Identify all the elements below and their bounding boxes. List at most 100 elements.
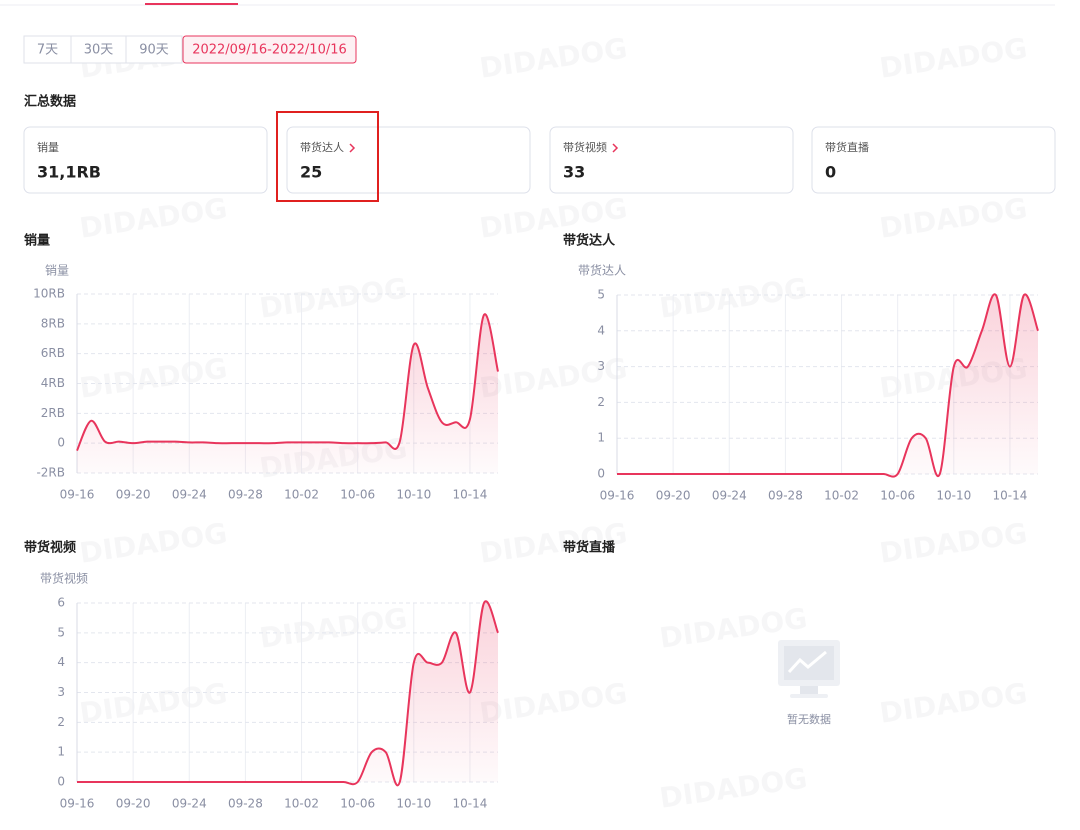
y-tick-label: 8RB: [41, 316, 65, 330]
panel-title: 带货直播: [563, 540, 616, 556]
chevron-icon[interactable]: [349, 143, 356, 153]
chart-title: 销量: [24, 233, 50, 249]
x-tick-label: 09-20: [116, 797, 151, 811]
filter-button[interactable]: [23, 35, 72, 64]
x-tick-label: 10-06: [880, 489, 915, 503]
card-label: 带货直播: [825, 140, 869, 154]
filter-label[interactable]: 7天: [37, 43, 58, 58]
y-tick-label: 5: [57, 625, 65, 639]
x-tick-label: 10-02: [284, 488, 319, 502]
watermark: DIDADOG: [877, 191, 1029, 244]
y-axis-title: 带货视频: [40, 571, 88, 586]
line-series: [617, 293, 1039, 478]
x-tick-label: 10-10: [396, 797, 431, 811]
watermark: DIDADOG: [657, 271, 809, 324]
x-tick-label: 09-28: [768, 489, 803, 503]
x-tick-label: 10-02: [284, 797, 319, 811]
y-tick-label: 1: [57, 745, 65, 759]
filter-label[interactable]: 30天: [84, 43, 114, 58]
y-tick-label: 4: [57, 655, 65, 669]
summary-card: [811, 126, 1056, 194]
card-value: 25: [300, 163, 322, 182]
line-series: [76, 313, 499, 452]
line-area: [77, 314, 498, 473]
watermark: DIDADOG: [477, 31, 629, 84]
card-label: 带货视频: [563, 140, 607, 154]
y-tick-label: 3: [57, 685, 65, 699]
y-axis-title: 带货达人: [578, 263, 626, 278]
filter-button[interactable]: [70, 35, 127, 64]
filter-button[interactable]: [182, 35, 357, 64]
watermark: DIDADOG: [477, 676, 629, 729]
summary-cards: 销量 31,1RB 带货达人 25 带货视频 33 带货直播 0: [23, 126, 1056, 194]
y-tick-label: 5: [597, 288, 605, 302]
chevron-icon[interactable]: [612, 143, 619, 153]
watermark: DIDADOG: [657, 761, 809, 814]
x-tick-label: 10-14: [452, 797, 487, 811]
empty-icon: [778, 640, 840, 698]
y-tick-label: -2RB: [36, 466, 65, 480]
watermark: DIDADOG: [77, 516, 229, 569]
filter-label[interactable]: 90天: [139, 43, 169, 58]
watermark: DIDADOG: [877, 31, 1029, 84]
line-area: [77, 601, 498, 786]
summary-card: [23, 126, 268, 194]
x-tick-label: 09-28: [228, 488, 263, 502]
card-value: 31,1RB: [37, 163, 101, 182]
x-tick-label: 09-24: [172, 797, 207, 811]
summary-card: [286, 126, 531, 194]
y-tick-label: 6RB: [41, 346, 65, 360]
x-tick-label: 09-16: [60, 488, 95, 502]
y-tick-label: 2RB: [41, 406, 65, 420]
x-tick-label: 10-10: [396, 488, 431, 502]
y-tick-label: 0: [57, 436, 65, 450]
y-tick-label: 4RB: [41, 376, 65, 390]
y-tick-label: 0: [57, 775, 65, 789]
x-tick-label: 10-14: [452, 488, 487, 502]
x-tick-label: 10-10: [936, 489, 971, 503]
x-tick-label: 09-16: [600, 489, 635, 503]
card-value: 33: [563, 163, 585, 182]
y-tick-label: 2: [57, 715, 65, 729]
x-tick-label: 09-28: [228, 797, 263, 811]
filter-label[interactable]: 2022/09/16-2022/10/16: [192, 43, 347, 58]
empty-message: 暂无数据: [787, 712, 831, 726]
y-tick-label: 4: [597, 323, 605, 337]
x-tick-label: 09-20: [656, 489, 691, 503]
y-tick-label: 3: [597, 359, 605, 373]
y-tick-label: 1: [597, 431, 605, 445]
watermark: DIDADOG: [257, 271, 409, 324]
x-tick-label: 10-06: [340, 797, 375, 811]
x-tick-label: 09-16: [60, 797, 95, 811]
x-tick-label: 10-06: [340, 488, 375, 502]
chart-title: 带货视频: [24, 540, 76, 556]
x-tick-label: 09-24: [712, 489, 747, 503]
chart-title: 带货达人: [563, 233, 616, 249]
line-series: [77, 600, 499, 787]
x-tick-label: 09-24: [172, 488, 207, 502]
watermark: DIDADOG: [877, 516, 1029, 569]
card-label: 带货达人: [300, 140, 344, 154]
y-tick-label: 6: [57, 596, 65, 610]
highlight-box: [276, 111, 379, 202]
card-value: 0: [825, 163, 836, 182]
watermark: DIDADOG: [77, 191, 229, 244]
section-title: 汇总数据: [24, 94, 76, 110]
summary-card: [549, 126, 794, 194]
watermark: DIDADOG: [77, 351, 229, 404]
y-axis-title: 销量: [45, 264, 69, 278]
watermark: DIDADOG: [477, 351, 629, 404]
y-tick-label: 10RB: [33, 287, 65, 301]
watermark: DIDADOG: [877, 676, 1029, 729]
x-tick-label: 09-20: [116, 488, 151, 502]
filter-button[interactable]: [125, 35, 183, 64]
y-tick-label: 2: [597, 395, 605, 409]
card-label: 销量: [37, 140, 59, 154]
x-tick-label: 10-02: [824, 489, 859, 503]
watermark: DIDADOG: [257, 601, 409, 654]
y-tick-label: 0: [597, 467, 605, 481]
date-filter: 7天 30天 90天 2022/09/16-2022/10/16: [23, 35, 357, 64]
x-tick-label: 10-14: [992, 489, 1027, 503]
